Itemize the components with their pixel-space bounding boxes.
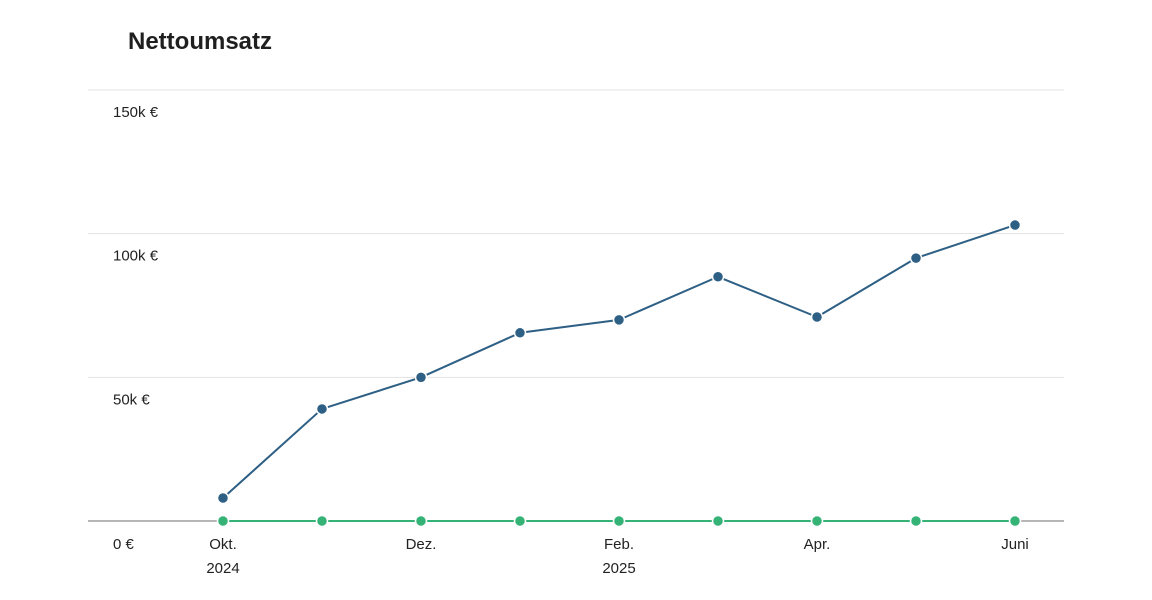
x-tick-label-2: Feb.: [604, 536, 634, 553]
x-tick-year-0: 2024: [206, 560, 239, 577]
series-0-point-3: [513, 326, 527, 340]
series-1-point-8: [1008, 514, 1022, 528]
series-0-point-8: [1008, 218, 1022, 232]
y-tick-label-0: 0 €: [113, 536, 135, 553]
series-1-point-2: [414, 514, 428, 528]
series-1-point-4: [612, 514, 626, 528]
x-tick-label-1: Dez.: [406, 536, 437, 553]
x-tick-year-2: 2025: [602, 560, 635, 577]
series-0-point-0: [216, 491, 230, 505]
x-tick-label-3: Apr.: [804, 536, 831, 553]
series-1-point-6: [810, 514, 824, 528]
x-tick-label-4: Juni: [1001, 536, 1029, 553]
series-0-point-2: [414, 371, 428, 384]
series-1-point-7: [909, 514, 923, 528]
y-tick-label-1: 50k €: [113, 391, 150, 408]
series-1-point-0: [216, 514, 230, 528]
series-0-point-7: [909, 251, 923, 265]
series-1-point-1: [315, 514, 329, 528]
series-1-point-3: [513, 514, 527, 528]
series-0-point-5: [711, 270, 725, 284]
y-tick-label-3: 150k €: [113, 104, 159, 121]
series-0-point-1: [315, 402, 329, 416]
series-0-point-4: [612, 313, 626, 327]
x-tick-label-0: Okt.: [209, 536, 237, 553]
chart-title: Nettoumsatz: [128, 28, 273, 55]
series-1-point-5: [711, 514, 725, 528]
series-line-0: [222, 224, 1016, 499]
y-tick-label-2: 100k €: [113, 248, 159, 265]
series-0-point-6: [810, 310, 824, 324]
